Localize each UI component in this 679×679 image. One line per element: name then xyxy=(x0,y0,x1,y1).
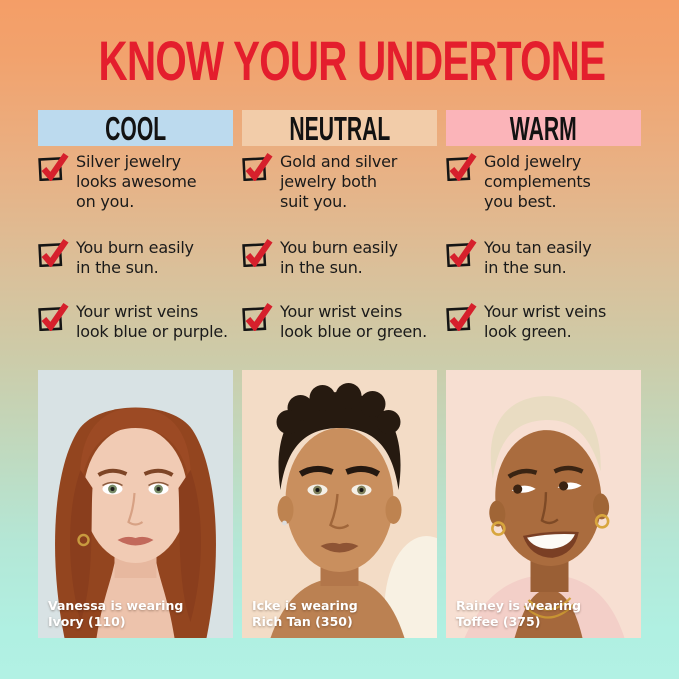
model-photo-neutral: Icke is wearing Rich Tan (350) xyxy=(242,370,437,638)
checklist-item: Silver jewelry looks awesome on you. xyxy=(38,152,233,212)
photo-caption: Icke is wearing Rich Tan (350) xyxy=(252,598,358,629)
checked-checkbox-icon xyxy=(38,238,69,268)
checklist-item-text: Gold and silver jewelry both suit you. xyxy=(280,152,398,211)
page-title-wrap: KNOW YOUR UNDERTONE xyxy=(0,33,679,89)
column-header-cool: COOL xyxy=(38,110,233,146)
checklist-item-text: Your wrist veins look blue or green. xyxy=(280,302,427,341)
checklist-item: Your wrist veins look green. xyxy=(446,302,641,342)
checklist-item: Your wrist veins look blue or purple. xyxy=(38,302,233,342)
checklist-item: Your wrist veins look blue or green. xyxy=(242,302,437,342)
page-title: KNOW YOUR UNDERTONE xyxy=(98,29,606,92)
photo-caption: Rainey is wearing Toffee (375) xyxy=(456,598,582,629)
checked-checkbox-icon xyxy=(242,238,273,268)
photo-caption: Vanessa is wearing Ivory (110) xyxy=(48,598,184,629)
portrait-illustration-icke xyxy=(242,370,437,638)
checklist-item: Gold and silver jewelry both suit you. xyxy=(242,152,437,212)
checklist-item-text: Your wrist veins look blue or purple. xyxy=(76,302,228,341)
checked-checkbox-icon xyxy=(446,152,477,182)
column-header-warm: WARM xyxy=(446,110,641,146)
checked-checkbox-icon xyxy=(38,152,69,182)
column-header-label: COOL xyxy=(104,109,166,147)
column-warm: WARM Gold jewelry complements you best. … xyxy=(446,110,641,638)
checked-checkbox-icon xyxy=(38,302,69,332)
column-header-label: WARM xyxy=(510,109,577,147)
column-cool: COOL Silver jewelry looks awesome on you… xyxy=(38,110,233,638)
checklist-item: You burn easily in the sun. xyxy=(38,238,233,278)
checklist-item-text: You burn easily in the sun. xyxy=(76,238,194,277)
undertone-columns: COOL Silver jewelry looks awesome on you… xyxy=(38,110,641,638)
checked-checkbox-icon xyxy=(446,238,477,268)
checked-checkbox-icon xyxy=(446,302,477,332)
checked-checkbox-icon xyxy=(242,152,273,182)
checklist-item-text: Your wrist veins look green. xyxy=(484,302,607,341)
column-neutral: NEUTRAL Gold and silver jewelry both sui… xyxy=(242,110,437,638)
checklist-item-text: Gold jewelry complements you best. xyxy=(484,152,591,211)
checked-checkbox-icon xyxy=(242,302,273,332)
checklist-item-text: Silver jewelry looks awesome on you. xyxy=(76,152,197,211)
checklist-item-text: You burn easily in the sun. xyxy=(280,238,398,277)
portrait-illustration-vanessa xyxy=(38,370,233,638)
checklist-item: Gold jewelry complements you best. xyxy=(446,152,641,212)
checklist-item: You burn easily in the sun. xyxy=(242,238,437,278)
column-header-label: NEUTRAL xyxy=(289,109,390,147)
portrait-illustration-rainey xyxy=(446,370,641,638)
checklist-item: You tan easily in the sun. xyxy=(446,238,641,278)
model-photo-cool: Vanessa is wearing Ivory (110) xyxy=(38,370,233,638)
model-photo-warm: Rainey is wearing Toffee (375) xyxy=(446,370,641,638)
checklist-item-text: You tan easily in the sun. xyxy=(484,238,592,277)
column-header-neutral: NEUTRAL xyxy=(242,110,437,146)
